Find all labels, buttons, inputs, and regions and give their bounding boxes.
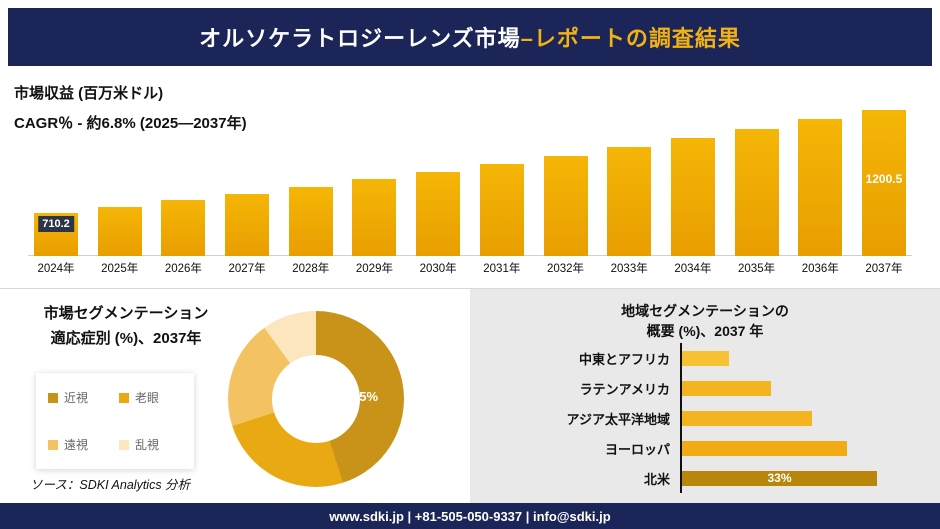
regional-row: 中東とアフリカ — [470, 343, 940, 373]
regional-category-label: 北米 — [643, 471, 670, 487]
revenue-bar — [416, 172, 461, 256]
revenue-bar-column: 2033年 — [607, 147, 652, 280]
revenue-bar — [543, 156, 588, 256]
legend-label: 近視 — [64, 391, 89, 405]
revenue-bar-column: 2036年 — [798, 119, 843, 280]
revenue-first-value-label: 710.2 — [38, 216, 74, 232]
segmentation-legend: 近視 老眼遠視 乱視 — [36, 373, 194, 469]
revenue-bar-column: 2025年 — [97, 207, 142, 280]
regional-title-line2: 概要 (%)、2037 年 — [646, 323, 764, 339]
revenue-bar-column: 2034年 — [670, 138, 715, 280]
revenue-bar-column: 2027年 — [225, 194, 270, 280]
revenue-bars: 710.2 2024年 2025年 2026年 2027年 2028年 2029年 2030年… — [28, 98, 912, 280]
revenue-last-value-label: 1200.5 — [865, 172, 903, 186]
revenue-x-axis-label: 2024年 — [37, 263, 75, 275]
donut-value-label: 45% — [352, 389, 379, 404]
legend-swatch — [48, 392, 58, 403]
legend-swatch — [119, 439, 129, 450]
revenue-bar — [734, 129, 779, 256]
legend-item: 遠視 — [48, 436, 111, 453]
revenue-x-axis-label: 2026年 — [164, 263, 202, 275]
revenue-bar — [288, 187, 333, 256]
regional-row: アジア太平洋地域 — [470, 403, 940, 433]
segmentation-title: 市場セグメンテーション 適応症別 (%)、2037年 — [6, 301, 246, 351]
regional-row: 北米 33% — [470, 463, 940, 493]
regional-bar — [682, 410, 812, 426]
revenue-bar — [97, 207, 142, 256]
regional-bar — [682, 380, 771, 396]
legend-item: 乱視 — [119, 436, 182, 453]
revenue-x-axis-label: 2028年 — [292, 263, 330, 275]
revenue-bar-column: 2032年 — [543, 156, 588, 280]
revenue-bar: 710.2 — [34, 213, 78, 256]
segmentation-title-line2: 適応症別 (%)、2037年 — [50, 330, 202, 347]
legend-label: 老眼 — [135, 391, 160, 405]
regional-bar-area — [680, 433, 940, 463]
revenue-x-axis-label: 2031年 — [483, 263, 521, 275]
revenue-bar — [479, 164, 524, 256]
revenue-x-axis-label: 2030年 — [419, 263, 457, 275]
regional-rows: 中東とアフリカ ラテンアメリカアジア太平洋地域ヨーロッパ北米 33% — [470, 343, 940, 493]
revenue-x-axis-label: 2032年 — [546, 263, 585, 275]
header-title-main: オルソケラトロジーレンズ市場 — [199, 26, 521, 51]
footer-text: www.sdki.jp | +81-505-050-9337 | info@sd… — [329, 508, 611, 524]
regional-bar-area — [680, 343, 940, 373]
regional-title: 地域セグメンテーションの 概要 (%)、2037 年 — [470, 301, 940, 341]
revenue-bar-column: 1200.5 2037年 — [861, 110, 906, 280]
revenue-x-axis-label: 2035年 — [738, 263, 776, 275]
revenue-bar — [798, 119, 843, 256]
revenue-x-axis-label: 2027年 — [228, 263, 266, 275]
source-note: ソース：SDKI Analytics 分析 — [30, 478, 191, 492]
regional-bar-area — [680, 403, 940, 433]
revenue-bar-column: 2029年 — [352, 179, 397, 280]
regional-title-line1: 地域セグメンテーションの — [621, 303, 789, 319]
revenue-bar-column: 2028年 — [288, 187, 333, 280]
revenue-bar-column: 2031年 — [479, 164, 524, 280]
segmentation-section: 市場セグメンテーション 適応症別 (%)、2037年 近視 老眼 遠視 乱視 45% … — [0, 289, 470, 503]
regional-bar-area: 33% — [680, 463, 940, 493]
revenue-title: 市場収益 (百万米ドル) — [14, 85, 164, 102]
legend-label: 乱視 — [135, 438, 160, 452]
revenue-bar-column: 2030年 — [416, 172, 461, 280]
revenue-bar-column: 2026年 — [161, 200, 206, 280]
legend-item: 老眼 — [119, 389, 182, 406]
revenue-bar — [607, 147, 652, 256]
revenue-x-axis-label: 2036年 — [801, 263, 839, 275]
revenue-x-axis-label: 2033年 — [610, 263, 648, 275]
revenue-bar-column: 710.2 2024年 — [34, 213, 78, 280]
regional-bar-area — [680, 373, 940, 403]
revenue-x-axis-label: 2037年 — [865, 263, 903, 275]
revenue-subtitle: CAGR％ - 約6.8% (2025―2037年) — [14, 115, 247, 132]
footer: www.sdki.jp | +81-505-050-9337 | info@sd… — [0, 503, 940, 529]
revenue-bar — [225, 194, 270, 256]
revenue-bar — [161, 200, 206, 256]
revenue-bar-column: 2035年 — [734, 129, 779, 280]
regional-row: ラテンアメリカ — [470, 373, 940, 403]
regional-category-label: ヨーロッパ — [604, 441, 670, 457]
segmentation-title-line1: 市場セグメンテーション — [43, 305, 209, 322]
regional-bar: 33% — [682, 470, 877, 486]
revenue-section: 市場収益 (百万米ドル) CAGR％ - 約6.8% (2025―2037年) … — [0, 66, 940, 289]
revenue-x-axis-label: 2029年 — [355, 263, 393, 275]
revenue-bar — [352, 179, 397, 256]
regional-bar — [682, 350, 729, 366]
donut-chart — [228, 311, 404, 487]
regional-category-label: 中東とアフリカ — [578, 351, 670, 367]
legend-swatch — [119, 392, 129, 403]
revenue-x-axis-label: 2025年 — [101, 263, 139, 275]
legend-swatch — [48, 439, 58, 450]
regional-category-label: ラテンアメリカ — [579, 381, 670, 397]
regional-bar — [682, 440, 847, 456]
regional-row: ヨーロッパ — [470, 433, 940, 463]
x-axis-line — [28, 255, 912, 256]
regional-section: 地域セグメンテーションの 概要 (%)、2037 年 中東とアフリカ ラテンアメリ… — [470, 289, 940, 503]
legend-label: 遠視 — [64, 438, 89, 452]
revenue-bar: 1200.5 — [861, 110, 906, 256]
regional-category-label: アジア太平洋地域 — [566, 411, 670, 427]
revenue-bar — [670, 138, 715, 256]
legend-item: 近視 — [48, 389, 111, 406]
report-header: オルソケラトロジーレンズ市場 –レポートの調査結果 — [8, 8, 932, 66]
header-title-accent: –レポートの調査結果 — [520, 26, 741, 51]
revenue-x-axis-label: 2034年 — [674, 263, 712, 275]
